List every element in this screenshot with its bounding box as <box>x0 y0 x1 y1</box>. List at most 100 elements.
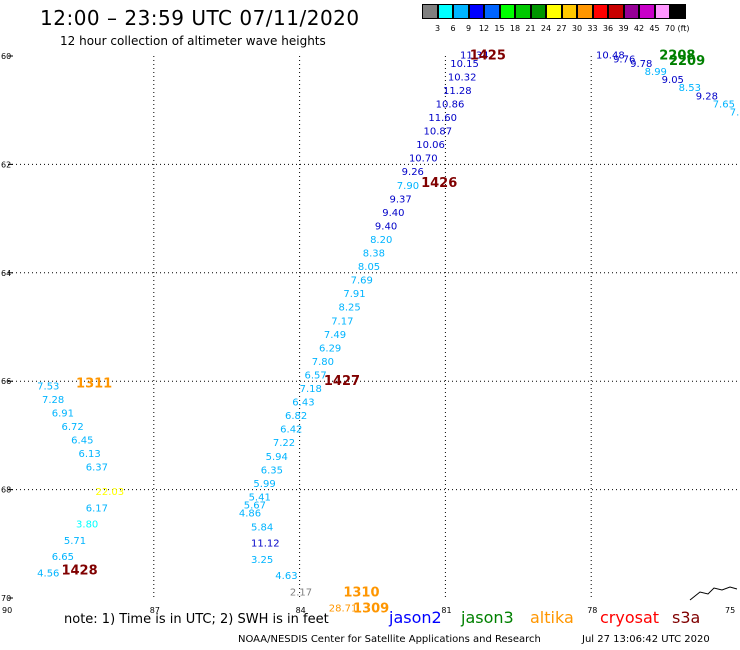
wave-height-value: 7.90 <box>397 181 419 192</box>
credit-line: NOAA/NESDIS Center for Satellite Applica… <box>238 634 541 645</box>
color-scale-label: 12 <box>478 24 490 33</box>
color-swatch <box>453 4 469 19</box>
wave-height-value: 6.37 <box>86 463 108 474</box>
wave-height-value: 9.40 <box>375 221 397 232</box>
wave-height-value: 2.17 <box>290 587 312 598</box>
wave-height-value: 5.71 <box>64 536 86 547</box>
color-swatch <box>592 4 608 19</box>
wave-height-value: 3.80 <box>76 520 98 531</box>
color-swatch <box>608 4 624 19</box>
pass-time-label: 2209 <box>669 54 705 69</box>
wave-height-value: 9.78 <box>630 59 652 70</box>
color-swatch <box>515 4 531 19</box>
wave-height-value: 6.29 <box>319 343 341 354</box>
pass-time-label: 1425 <box>470 49 506 64</box>
wave-height-value: 10.15 <box>450 59 479 70</box>
wave-height-value: 5.84 <box>251 522 273 533</box>
wave-height-value: 6.35 <box>261 465 283 476</box>
wave-height-value: 6.13 <box>78 449 100 460</box>
pass-time-label: 1311 <box>76 377 112 392</box>
color-scale-unit: (ft) <box>677 24 690 33</box>
pass-time-label: 1426 <box>421 176 457 191</box>
color-swatch <box>546 4 562 19</box>
lon-tick-label: 84 <box>296 606 306 615</box>
color-swatch <box>530 4 546 19</box>
color-scale-label: 24 <box>540 24 552 33</box>
color-scale-label: 45 <box>649 24 660 33</box>
wave-height-value: 9.40 <box>382 208 404 219</box>
wave-height-value: 11.60 <box>428 113 457 124</box>
wave-height-value: 3.25 <box>251 555 273 566</box>
color-scale-label: 33 <box>587 24 598 33</box>
pass-time-label: 1428 <box>61 564 97 579</box>
wave-height-value: 8.05 <box>358 262 380 273</box>
generated-timestamp: Jul 27 13:06:42 UTC 2020 <box>582 634 710 645</box>
wave-height-value: 11.28 <box>443 86 472 97</box>
lat-tick-label: 60 <box>1 52 11 61</box>
color-scale-label: 6 <box>450 24 456 33</box>
color-swatch <box>468 4 484 19</box>
color-scale-label: 70 <box>664 24 676 33</box>
wave-height-value: 6.65 <box>52 552 74 563</box>
wave-height-value: 10.70 <box>409 154 438 165</box>
wave-height-value: 4.56 <box>37 568 59 579</box>
wave-height-value: 9.76 <box>613 55 635 66</box>
pass-time-label: 1427 <box>324 374 360 389</box>
wave-height-value: 7.18 <box>300 384 322 395</box>
footer-note: note: 1) Time is in UTC; 2) SWH is in fe… <box>64 612 329 627</box>
wave-height-value: 6.45 <box>71 436 93 447</box>
color-scale-label: 39 <box>618 24 629 33</box>
wave-height-value: 22.03 <box>95 487 124 498</box>
color-swatch <box>670 4 686 19</box>
color-scale-label: 27 <box>556 24 567 33</box>
wave-height-value: 7.17 <box>331 316 353 327</box>
color-swatch <box>654 4 670 19</box>
wave-height-value: 4.86 <box>239 509 261 520</box>
wave-height-value: 8.25 <box>338 303 360 314</box>
satellite-jason2: jason2 <box>389 608 442 627</box>
lat-tick-label: 66 <box>1 377 11 386</box>
wave-height-value: 10.87 <box>424 127 453 138</box>
wave-height-value: 28.71 <box>329 604 358 615</box>
wave-height-value: 7.49 <box>324 330 346 341</box>
color-scale-label: 18 <box>509 24 521 33</box>
coastline <box>689 586 738 601</box>
wave-height-value: 9.26 <box>402 167 424 178</box>
lon-tick-label: 75 <box>725 606 735 615</box>
pass-time-label: 2208 <box>659 49 695 64</box>
wave-height-value: 5.99 <box>253 479 275 490</box>
wave-height-value: 9.37 <box>390 194 412 205</box>
wave-height-value: 8.20 <box>370 235 392 246</box>
color-scale-label: 9 <box>465 24 472 33</box>
lon-tick-label: 78 <box>587 606 597 615</box>
wave-height-value: 10.48 <box>596 51 625 62</box>
wave-height-value: 5.67 <box>244 501 266 512</box>
wave-height-value: 6.17 <box>86 503 108 514</box>
color-swatch <box>623 4 639 19</box>
satellite-cryosat: cryosat <box>600 608 660 627</box>
wave-height-value: 7.80 <box>312 357 334 368</box>
wave-height-value: 5.41 <box>249 492 271 503</box>
lon-tick-label: 81 <box>441 606 451 615</box>
wave-height-value: 7.53 <box>37 381 59 392</box>
wave-height-value: 6.72 <box>61 422 83 433</box>
wave-height-value: 8.53 <box>679 83 701 94</box>
page-subtitle: 12 hour collection of altimeter wave hei… <box>60 34 326 48</box>
color-scale-label: 30 <box>571 24 583 33</box>
wave-height-value: 5.94 <box>266 452 288 463</box>
color-swatch <box>422 4 438 19</box>
wave-height-value: 7.91 <box>343 289 365 300</box>
wave-height-value: 9.05 <box>662 75 684 86</box>
lon-tick-label: 87 <box>150 606 160 615</box>
wave-height-value: 11.12 <box>251 539 280 550</box>
lat-tick-label: 68 <box>1 486 11 495</box>
wave-height-value: 4.63 <box>275 571 297 582</box>
color-swatch <box>499 4 515 19</box>
wave-height-value: 6.57 <box>304 370 326 381</box>
wave-height-value: 6.91 <box>52 408 74 419</box>
color-swatch <box>437 4 453 19</box>
wave-height-value: 7.22 <box>273 438 295 449</box>
lat-tick-label: 70 <box>1 594 11 603</box>
pass-time-label: 1310 <box>343 585 379 600</box>
